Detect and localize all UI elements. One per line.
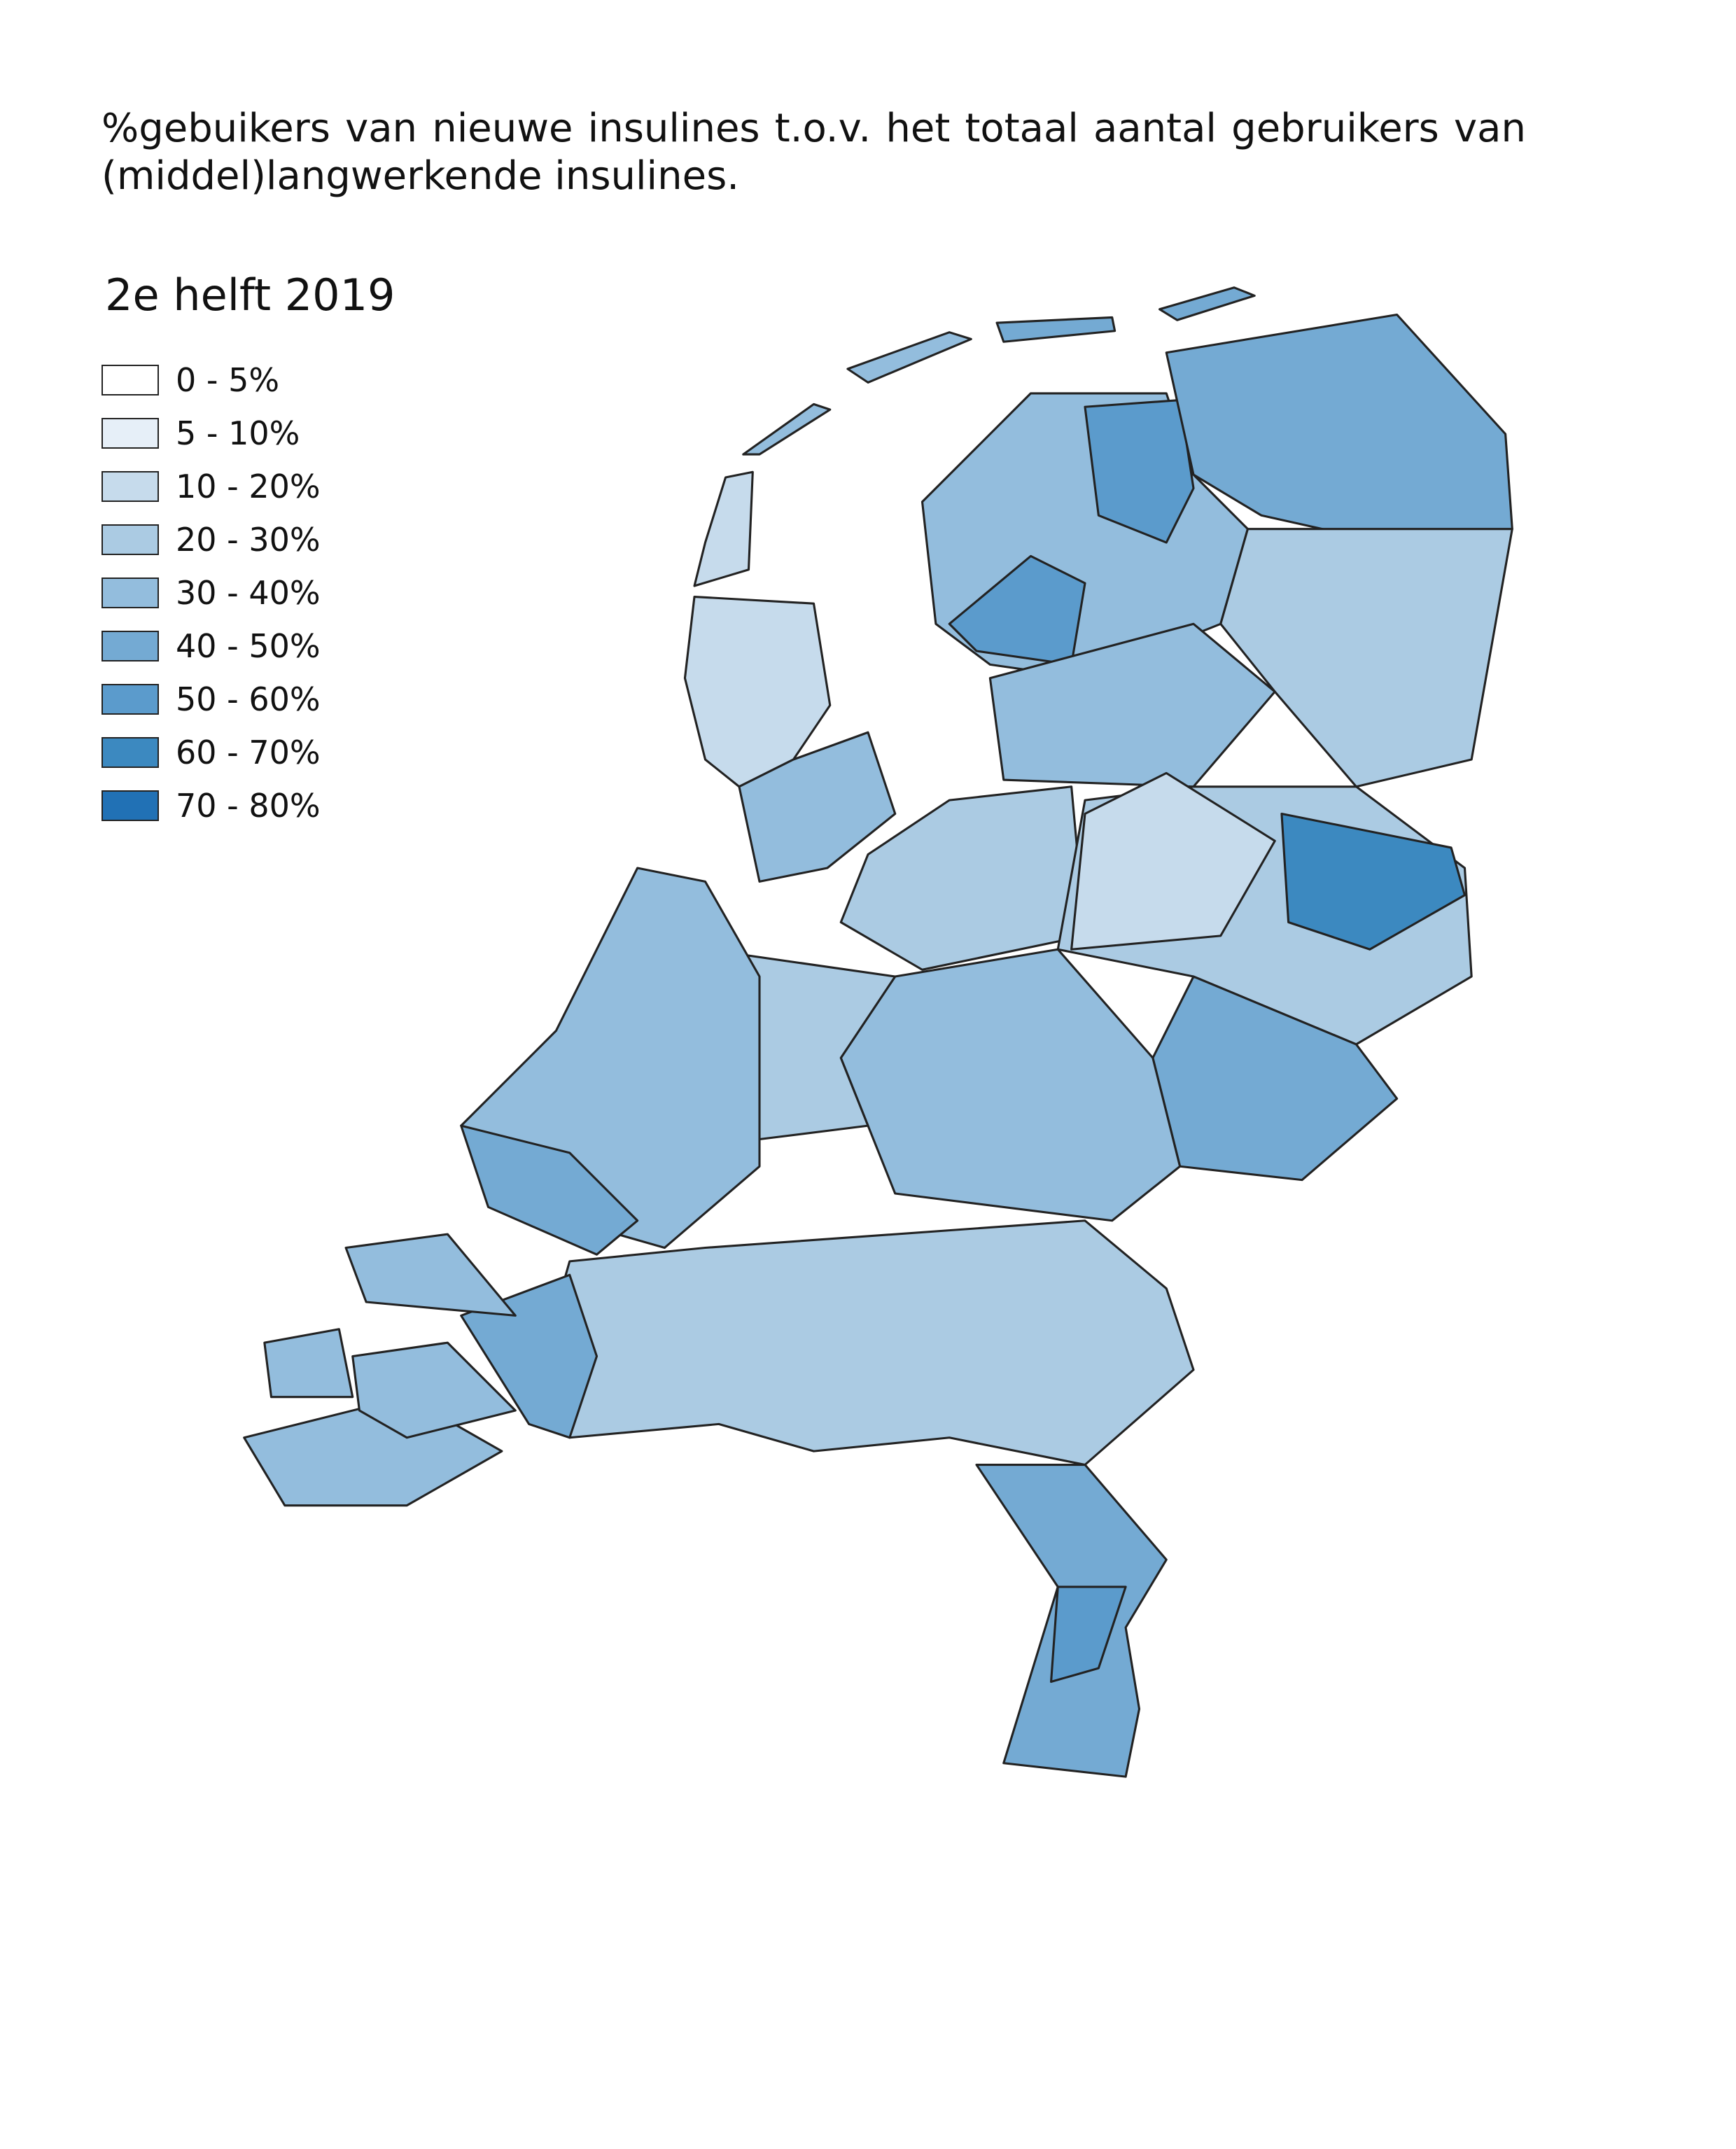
legend-swatch — [102, 471, 159, 502]
region — [460, 1124, 639, 1256]
legend-item: 40 - 50% — [102, 620, 321, 673]
region — [351, 1341, 517, 1439]
title: %gebuikers van nieuwe insulines t.o.v. h… — [102, 106, 1526, 199]
region — [344, 1233, 517, 1317]
region — [1084, 399, 1195, 544]
legend-swatch — [102, 790, 159, 821]
legend-item: 5 - 10% — [102, 407, 321, 460]
legend-item: 0 - 5% — [102, 354, 321, 407]
legend-label: 30 - 40% — [176, 574, 321, 612]
region — [263, 1328, 354, 1399]
legend-item: 10 - 20% — [102, 460, 321, 513]
region — [988, 622, 1276, 788]
legend-label: 70 - 80% — [176, 787, 321, 825]
legend-item: 30 - 40% — [102, 566, 321, 620]
region — [1070, 771, 1276, 951]
legend: 0 - 5% 5 - 10% 10 - 20% 20 - 30% 30 - 40% 40 … — [102, 354, 321, 832]
legend-item: 60 - 70% — [102, 726, 321, 779]
legend-swatch — [102, 684, 159, 715]
legend-label: 0 - 5% — [176, 361, 280, 399]
legend-label: 5 - 10% — [176, 414, 300, 452]
region — [995, 316, 1116, 343]
legend-swatch — [102, 524, 159, 555]
legend-swatch — [102, 737, 159, 768]
legend-swatch — [102, 365, 159, 396]
region — [693, 470, 754, 587]
region — [1158, 286, 1256, 321]
legend-item: 20 - 30% — [102, 513, 321, 566]
region — [742, 402, 832, 456]
legend-swatch — [102, 418, 159, 449]
legend-label: 40 - 50% — [176, 627, 321, 665]
legend-label: 20 - 30% — [176, 521, 321, 559]
region — [541, 1219, 1195, 1466]
subtitle: 2e helft 2019 — [105, 270, 396, 321]
region — [948, 554, 1086, 666]
region — [460, 1273, 598, 1439]
regions — [243, 313, 1513, 1778]
region — [1280, 812, 1466, 951]
wadden-islands — [693, 286, 1256, 587]
legend-swatch — [102, 631, 159, 662]
legend-label: 60 - 70% — [176, 734, 321, 771]
region — [1219, 528, 1513, 788]
region — [1050, 1586, 1127, 1684]
legend-item: 50 - 60% — [102, 673, 321, 726]
region — [839, 785, 1086, 971]
legend-label: 10 - 20% — [176, 468, 321, 505]
legend-item: 70 - 80% — [102, 779, 321, 832]
region — [839, 948, 1182, 1222]
legend-label: 50 - 60% — [176, 680, 321, 718]
region — [738, 731, 897, 883]
region — [846, 331, 972, 384]
legend-swatch — [102, 578, 159, 608]
